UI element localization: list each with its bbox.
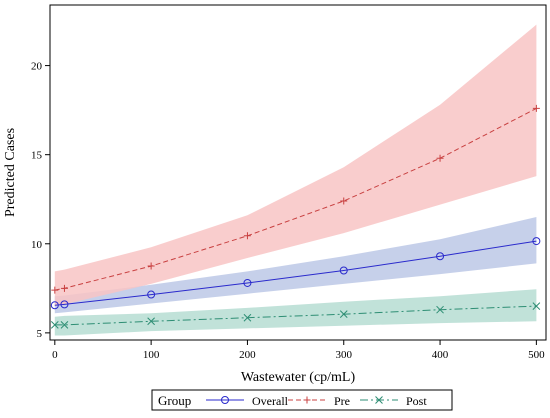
legend-marker-overall <box>221 396 229 404</box>
legend-items: Overall Pre Post <box>206 394 427 408</box>
band-overall <box>54 217 537 314</box>
point-overall <box>60 300 69 309</box>
legend-marker-pre <box>303 396 311 404</box>
x-tick-label: 200 <box>239 349 256 361</box>
y-tick-label: 10 <box>31 239 43 251</box>
point-post <box>50 321 59 329</box>
point-overall <box>436 252 445 261</box>
x-axis-label: Wastewater (cp/mL) <box>241 370 356 385</box>
y-axis-label: Predicted Cases <box>3 128 18 217</box>
legend: Group Overall Pre Post <box>151 389 453 411</box>
point-post <box>60 321 69 329</box>
line-overall <box>54 240 537 306</box>
point-post <box>243 313 252 322</box>
band-post <box>54 289 537 336</box>
point-post <box>532 302 541 310</box>
point-overall <box>147 290 156 299</box>
point-pre <box>51 286 59 294</box>
y-tick-label: 5 <box>37 328 43 340</box>
point-post <box>436 305 444 314</box>
point-pre <box>436 154 444 162</box>
x-tick-label: 0 <box>52 349 58 361</box>
y-tick-label: 20 <box>31 61 43 73</box>
point-overall <box>532 237 541 246</box>
legend-marker-post <box>375 396 383 404</box>
y-tick-label: 15 <box>31 150 43 162</box>
legend-title: Group <box>158 393 191 408</box>
legend-label-post: Post <box>406 394 427 408</box>
point-overall <box>50 301 59 310</box>
confidence-bands <box>54 24 537 336</box>
legend-label-overall: Overall <box>252 394 289 408</box>
legend-label-pre: Pre <box>334 394 350 408</box>
x-tick-label: 300 <box>335 349 352 361</box>
legend-box <box>151 389 453 411</box>
point-post <box>147 317 155 326</box>
plot-frame <box>49 4 547 341</box>
point-pre <box>147 262 155 270</box>
point-pre <box>340 197 348 205</box>
point-pre <box>60 284 68 292</box>
point-post <box>339 310 348 319</box>
point-overall <box>339 266 348 275</box>
point-overall <box>243 278 252 287</box>
series-markers <box>50 104 541 329</box>
point-pre <box>532 104 540 112</box>
x-tick-label: 400 <box>432 349 449 361</box>
x-tick-label: 100 <box>143 349 160 361</box>
x-tick-label: 500 <box>528 349 545 361</box>
x-axis-ticks: 0 100 200 300 400 500 <box>52 340 545 361</box>
point-pre <box>243 232 251 240</box>
y-axis-ticks: 5 10 15 20 <box>31 61 50 340</box>
